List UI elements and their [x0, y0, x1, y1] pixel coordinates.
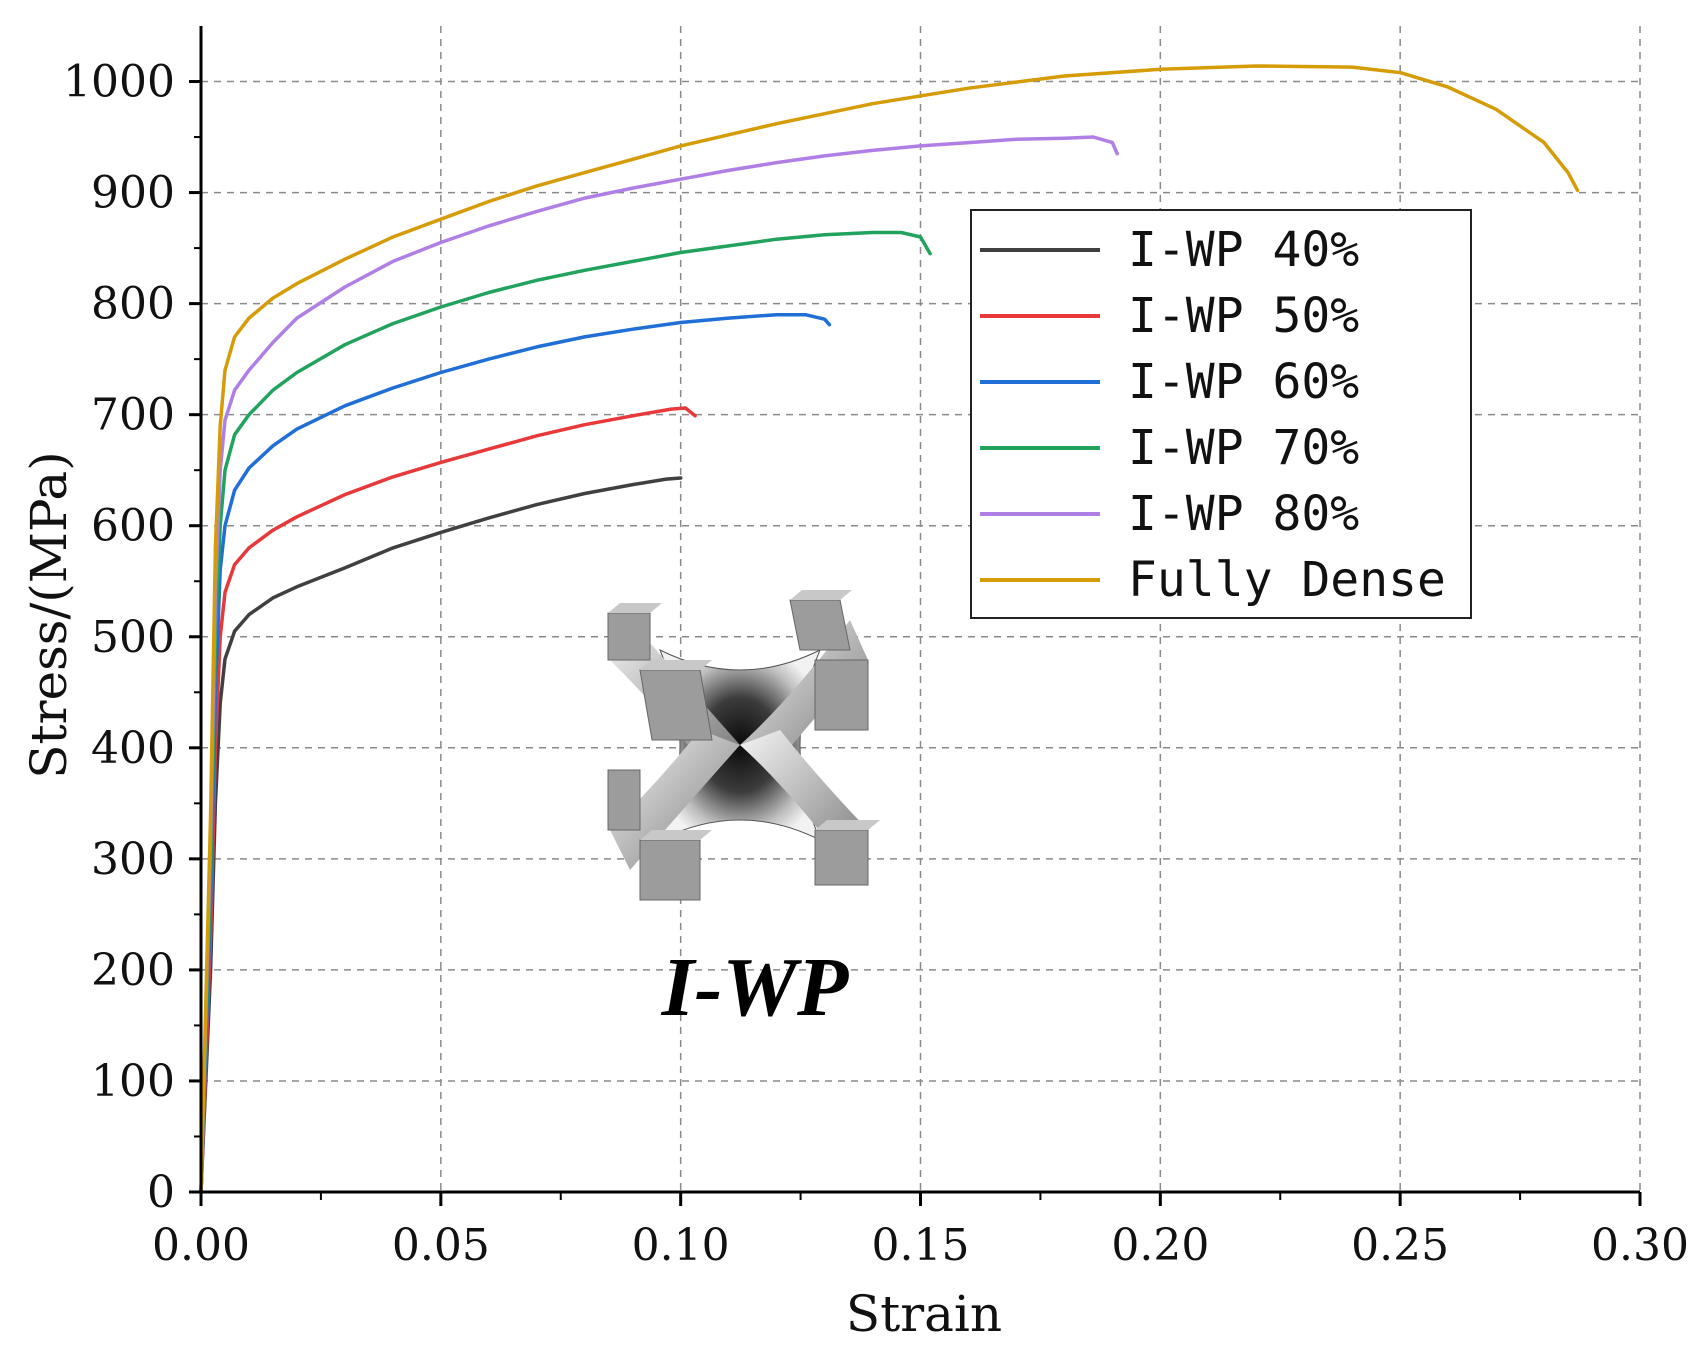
series-layer [199, 64, 1580, 1194]
series-line-3 [199, 312, 832, 1194]
series-line-2 [199, 406, 697, 1194]
x-tick-label: 0.25 [1351, 1220, 1449, 1271]
y-axis-title: Stress/(MPa) [20, 451, 78, 778]
y-tick-label: 400 [91, 723, 175, 774]
legend: I-WP 40% I-WP 50% I-WP 60% I-WP 70% I-WP 80%… [970, 209, 1472, 619]
legend-label-2: I-WP 50% [1128, 288, 1359, 344]
series-line-4 [199, 230, 932, 1194]
y-tick-label: 300 [91, 834, 175, 885]
legend-label-4: I-WP 70% [1128, 420, 1359, 476]
y-tick-label: 100 [91, 1056, 175, 1107]
y-tick-label: 900 [91, 168, 175, 219]
y-tick-label: 500 [91, 612, 175, 663]
x-tick-label: 0.10 [632, 1220, 730, 1271]
x-tick-label: 0.30 [1591, 1220, 1689, 1271]
y-tick-label: 1000 [63, 57, 175, 108]
y-tick-label: 800 [91, 279, 175, 330]
legend-label-3: I-WP 60% [1128, 354, 1359, 410]
y-tick-label: 200 [91, 945, 175, 996]
grid-layer [201, 26, 1641, 1192]
ticks-layer: 0.00 0.05 0.10 0.15 0.20 0.25 0.30 0 100 200 300 40… [63, 57, 1689, 1271]
x-tick-label: 0.05 [392, 1220, 490, 1271]
legend-box [970, 209, 1472, 619]
legend-items: I-WP 40% I-WP 50% I-WP 60% I-WP 70% I-WP 80%… [980, 222, 1446, 608]
y-tick-label: 0 [147, 1167, 175, 1218]
y-tick-label: 700 [91, 390, 175, 441]
iwp-unit-cell-image [607, 590, 880, 901]
legend-label-5: I-WP 80% [1128, 486, 1359, 542]
legend-label-6: Fully Dense [1128, 552, 1446, 608]
series-line-6 [199, 64, 1580, 1194]
series-line-5 [199, 135, 1119, 1194]
series-line-1 [199, 476, 683, 1194]
x-tick-label: 0.00 [152, 1220, 250, 1271]
x-axis-title: Strain [846, 1285, 1002, 1343]
x-tick-label: 0.15 [872, 1220, 970, 1271]
x-tick-label: 0.20 [1111, 1220, 1209, 1271]
y-tick-label: 600 [91, 501, 175, 552]
inset-label: I-WP [661, 941, 849, 1034]
legend-label-1: I-WP 40% [1128, 222, 1359, 278]
